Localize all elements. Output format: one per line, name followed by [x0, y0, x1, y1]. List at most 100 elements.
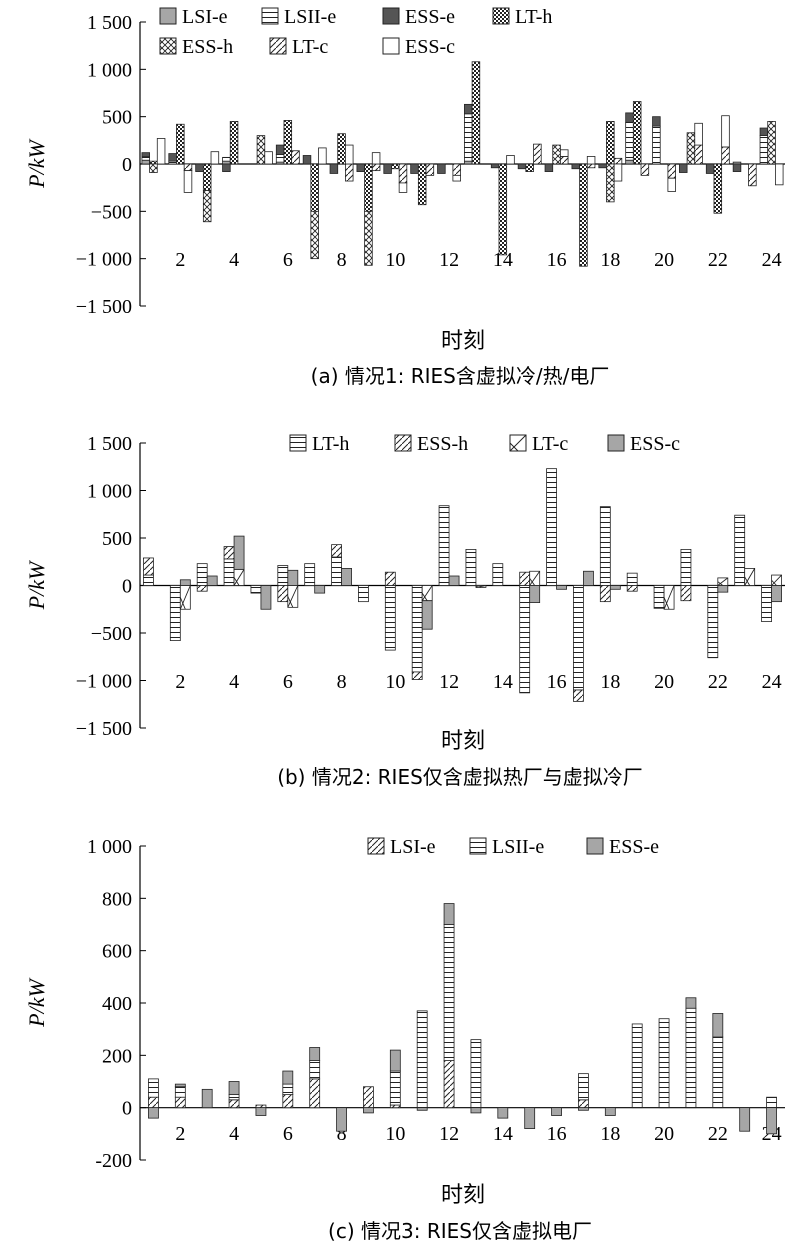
bar-lsii-e-h7 [309, 1060, 321, 1080]
bar-lt-h-h15 [519, 585, 531, 694]
bar-ess-c-h16 [556, 585, 567, 590]
bar-mark [421, 592, 428, 601]
bar-ess-h-h3 [196, 585, 208, 592]
bar-lsii-e-h4 [228, 1094, 240, 1101]
bar-lsii-e-h4 [222, 156, 231, 162]
bar-ess-c-h2 [179, 579, 191, 586]
bar-lsi-e-h4 [228, 1099, 240, 1109]
bar-ess-e-h11 [416, 1107, 428, 1111]
x-tick-label: 18 [600, 671, 620, 693]
bar-lt-h-h14 [498, 163, 508, 256]
y-tick-label: 1 000 [87, 481, 132, 503]
x-tick-label: 4 [229, 1123, 239, 1145]
bar-lsii-e-h17 [578, 1073, 589, 1101]
bar-lt-h-h4 [223, 558, 235, 586]
bar-mark [233, 569, 245, 586]
bar-ess-c-h1 [156, 138, 166, 165]
legend-label-ess-e: ESS-e [609, 836, 659, 858]
x-tick-label: 14 [493, 249, 513, 271]
bar-ess-c-h6 [287, 569, 299, 586]
bar-mark [771, 579, 777, 586]
x-tick-label: 2 [175, 249, 185, 271]
bar-lsii-e-h20 [652, 125, 661, 165]
x-tick-label: 2 [175, 671, 185, 693]
bar-lt-h-h22 [713, 163, 723, 214]
x-axis-label: 时刻 [441, 1183, 485, 1208]
bar-ess-c-h21 [694, 122, 703, 146]
legend-label-lt-c: LT-c [532, 433, 568, 455]
bar-lt-c-h21 [694, 144, 703, 165]
legend-swatch-ess-h [159, 37, 177, 55]
bar-ess-c-h17 [583, 570, 594, 586]
x-tick-label: 22 [708, 249, 728, 271]
legend-swatch-lt-h [289, 434, 307, 452]
bar-ess-h-h7 [310, 210, 319, 260]
bar-lt-c-h17 [586, 163, 596, 169]
bar-ess-c-h14 [506, 155, 515, 165]
bar-lt-c-h6 [291, 150, 300, 165]
y-tick-label: 400 [102, 993, 132, 1015]
bar-mark [287, 596, 294, 608]
legend-swatch-lt-h [492, 7, 510, 25]
bar-ess-e-h17 [571, 163, 580, 170]
bar-ess-e-h2 [174, 1083, 186, 1088]
bar-lt-c-h22 [721, 146, 730, 165]
bar-ess-h-h16 [552, 144, 561, 165]
legend-label-lt-c: LT-c [292, 36, 328, 58]
bar-ess-h-h21 [686, 132, 696, 165]
bar-lt-h-h23 [734, 514, 746, 586]
bar-mark [233, 577, 240, 586]
bar-lt-h-h21 [680, 549, 692, 586]
x-tick-label: 20 [654, 249, 674, 271]
bar-lt-h-h15 [525, 163, 534, 172]
bar-lt-h-h11 [411, 585, 423, 673]
x-tick-label: 16 [547, 671, 567, 693]
bar-lsii-e-h20 [658, 1018, 670, 1109]
legend-swatch-lsi-e [367, 837, 385, 855]
bar-ess-h-h17 [573, 689, 584, 702]
bar-lt-c-h23 [748, 163, 757, 187]
bar-mark [529, 570, 541, 586]
bar-ess-h-h1 [149, 163, 158, 173]
bar-ess-e-h10 [383, 163, 392, 174]
bar-lsii-e-h6 [275, 154, 285, 163]
bar-lt-c-h11 [425, 163, 435, 176]
bar-ess-e-h9 [356, 163, 365, 172]
bar-ess-c-h11 [421, 600, 433, 630]
x-tick-label: 10 [385, 1123, 405, 1145]
bar-mark [717, 581, 724, 586]
bar-ess-h-h11 [411, 671, 423, 680]
x-axis-label: 时刻 [441, 329, 485, 354]
bar-ess-c-h9 [371, 152, 381, 165]
x-tick-label: 8 [337, 1123, 347, 1145]
legend-label-lsii-e: LSII-e [492, 836, 544, 858]
bar-ess-e-h6 [275, 144, 285, 155]
bar-lsi-e-h6 [282, 1094, 294, 1109]
bar-ess-e-h16 [551, 1107, 562, 1116]
bar-lt-h-h6 [277, 565, 289, 586]
bar-lt-h-h14 [492, 563, 504, 586]
bar-lt-c-h9 [371, 163, 381, 172]
bar-lsi-e-h17 [578, 1099, 589, 1109]
bar-lsii-e-h19 [631, 1023, 643, 1109]
x-tick-label: 20 [654, 671, 674, 693]
legend-swatch-lsi-e [159, 7, 177, 25]
bar-ess-e-h14 [497, 1107, 509, 1119]
bar-lt-h-h24 [761, 585, 772, 622]
x-tick-label: 2 [175, 1123, 185, 1145]
legend-label-ess-h: ESS-h [182, 36, 233, 58]
bar-lsii-e-h2 [174, 1086, 186, 1098]
x-tick-label: 16 [547, 249, 567, 271]
x-axis-label: 时刻 [441, 729, 485, 754]
bar-lt-c-h12 [452, 163, 461, 176]
x-tick-label: 8 [337, 249, 347, 271]
bar-lsi-e-h12 [443, 1060, 455, 1109]
bar-ess-h-h10 [384, 571, 396, 586]
x-tick-label: 24 [762, 249, 782, 271]
bar-ess-h-h8 [331, 544, 342, 558]
bar-ess-e-h4 [228, 1081, 240, 1095]
bar-ess-c-h20 [667, 177, 676, 192]
bar-lt-h-h1 [149, 160, 158, 165]
